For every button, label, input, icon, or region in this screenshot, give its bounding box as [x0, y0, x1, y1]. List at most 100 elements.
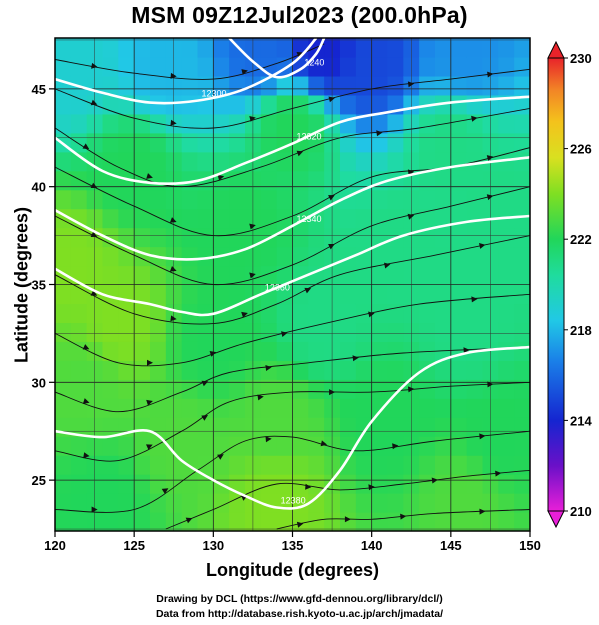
heat-cell: [387, 398, 404, 418]
heat-cell: [292, 113, 309, 134]
heat-cell: [134, 265, 151, 286]
heat-cell: [419, 113, 436, 134]
heat-cell: [229, 265, 246, 286]
heat-cell: [403, 474, 420, 494]
heat-cell: [229, 417, 246, 437]
heat-cell: [102, 151, 119, 172]
heat-cell: [292, 189, 309, 210]
heat-cell: [150, 417, 167, 437]
heat-cell: [245, 132, 262, 153]
heat-cell: [181, 38, 199, 58]
heat-cell: [276, 265, 294, 286]
heat-cell: [197, 398, 214, 418]
heat-cell: [435, 303, 452, 324]
heat-cell: [70, 360, 88, 380]
heat-cell: [118, 303, 135, 324]
heat-cell: [118, 151, 135, 172]
streamline: [55, 107, 530, 188]
heat-cell: [134, 189, 151, 210]
heat-cell: [260, 38, 278, 58]
heat-cell: [102, 284, 119, 305]
heat-cell: [102, 493, 119, 513]
heat-cell: [514, 113, 530, 134]
heat-cell: [165, 341, 183, 361]
heat-cell: [466, 284, 484, 305]
heat-cell: [498, 379, 515, 399]
contour-line: [55, 214, 530, 317]
heat-cell: [134, 227, 151, 248]
streamline-arrow: [296, 521, 304, 528]
heat-cell: [450, 512, 468, 531]
heat-cell: [150, 455, 167, 475]
heat-cell: [340, 474, 357, 494]
heat-cell: [165, 246, 183, 267]
heat-cell: [387, 189, 404, 210]
heat-cell: [260, 151, 278, 172]
streamline-arrow: [463, 347, 470, 354]
x-axis-label: Longitude (degrees): [205, 560, 379, 580]
heat-cell: [387, 474, 404, 494]
heat-cell: [245, 170, 262, 191]
streamline-arrow: [146, 173, 153, 179]
heat-cell: [450, 189, 468, 210]
heat-cell: [403, 151, 420, 172]
heat-cell: [55, 38, 72, 58]
heat-cell: [324, 379, 341, 399]
heat-cell: [276, 246, 294, 267]
streamline-arrow: [90, 99, 98, 106]
heat-cell: [403, 189, 420, 210]
heat-cell: [245, 341, 262, 361]
streamline-arrow: [368, 484, 375, 491]
heat-cell: [245, 474, 262, 494]
heat-cell: [165, 75, 183, 96]
heat-cell: [229, 132, 246, 153]
heat-cell: [450, 322, 468, 342]
heat-cell: [466, 303, 484, 324]
heat-cell: [324, 474, 341, 494]
heat-cell: [181, 512, 199, 531]
heat-cell: [245, 246, 262, 267]
heat-cell: [260, 398, 278, 418]
heat-cell: [70, 189, 88, 210]
streamline-arrow: [471, 296, 478, 303]
heat-cell: [292, 455, 309, 475]
heat-cell: [292, 379, 309, 399]
heat-cell: [197, 493, 214, 513]
heat-cell: [245, 379, 262, 399]
heat-cell: [118, 56, 135, 77]
colorbar-tick-label: 210: [570, 504, 592, 519]
streamline-arrow: [169, 266, 177, 272]
heat-cell: [213, 227, 230, 248]
heat-cell: [355, 38, 373, 58]
heat-cell: [482, 341, 499, 361]
heat-cell: [514, 75, 530, 96]
heat-cell: [308, 113, 325, 134]
heat-cell: [260, 322, 278, 342]
heat-cell: [86, 38, 104, 58]
heat-cell: [229, 189, 246, 210]
heat-cell: [308, 284, 325, 305]
heat-cell: [134, 512, 151, 531]
heat-cell: [276, 170, 294, 191]
heat-cell: [371, 512, 389, 531]
heat-cell: [260, 512, 278, 531]
heat-cell: [197, 284, 214, 305]
heat-cell: [419, 417, 436, 437]
heat-cell: [355, 56, 373, 77]
streamline-arrow: [408, 386, 415, 393]
heat-cell: [340, 360, 357, 380]
heat-cell: [466, 113, 484, 134]
heat-cell: [86, 208, 104, 229]
heat-cell: [387, 379, 404, 399]
heat-cell: [419, 474, 436, 494]
heat-cell: [324, 246, 341, 267]
heat-cell: [70, 341, 88, 361]
heat-cell: [435, 170, 452, 191]
heat-cell: [181, 132, 199, 153]
heat-cell: [134, 474, 151, 494]
heat-cell: [150, 170, 167, 191]
y-tick-label: 25: [32, 473, 46, 488]
colorbar-extend-min: [547, 510, 565, 529]
heat-cell: [324, 493, 341, 513]
heat-cell: [229, 170, 246, 191]
